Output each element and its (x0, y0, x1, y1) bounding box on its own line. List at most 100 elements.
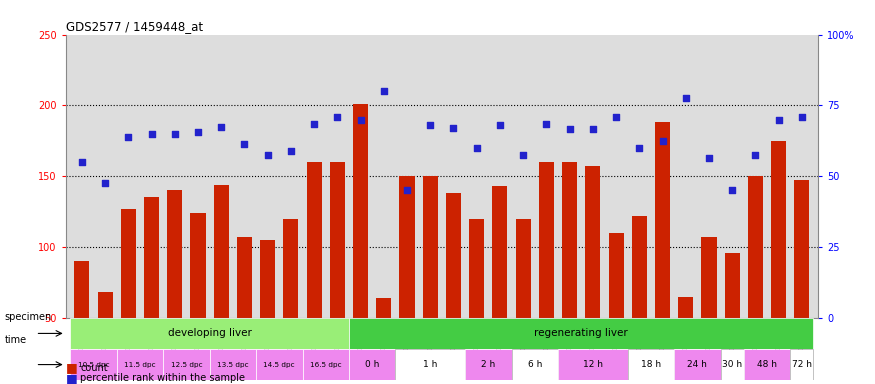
Text: 16.5 dpc: 16.5 dpc (310, 362, 341, 367)
Point (331, 114, 345, 120)
Bar (376, 298, 391, 318)
Point (377, 88, 391, 94)
Bar (144, 197, 159, 318)
Bar (70, 318, 349, 349)
Text: 24 h: 24 h (688, 360, 707, 369)
Point (446, 125, 460, 131)
Text: 18 h: 18 h (640, 360, 661, 369)
Text: 11.5 dpc: 11.5 dpc (124, 362, 156, 367)
Bar (469, 219, 484, 318)
Bar (627, 349, 674, 380)
Point (493, 122, 507, 128)
Bar (771, 141, 787, 318)
Point (470, 145, 484, 151)
Bar (724, 253, 739, 318)
Point (748, 152, 762, 158)
Bar (163, 349, 210, 380)
Point (586, 126, 600, 132)
Bar (210, 349, 256, 380)
Text: time: time (4, 335, 26, 345)
Text: 48 h: 48 h (757, 360, 777, 369)
Text: 12 h: 12 h (583, 360, 603, 369)
Bar (116, 349, 163, 380)
Bar (585, 166, 600, 318)
Point (307, 121, 321, 127)
Bar (721, 349, 744, 380)
Bar (330, 162, 345, 318)
Bar (349, 318, 814, 349)
Bar (702, 237, 717, 318)
Point (214, 124, 228, 130)
Text: 72 h: 72 h (792, 360, 812, 369)
Point (354, 116, 367, 122)
Point (702, 155, 716, 161)
Bar (748, 176, 763, 318)
Point (772, 116, 786, 122)
Point (633, 145, 647, 151)
Point (168, 131, 182, 137)
Point (679, 95, 693, 101)
Bar (396, 349, 466, 380)
Bar (493, 186, 507, 318)
Bar (423, 176, 438, 318)
Text: 2 h: 2 h (481, 360, 495, 369)
Bar (608, 233, 624, 318)
Point (98, 180, 112, 186)
Text: percentile rank within the sample: percentile rank within the sample (80, 373, 246, 383)
Text: GDS2577 / 1459448_at: GDS2577 / 1459448_at (66, 20, 203, 33)
Bar (655, 122, 670, 318)
Bar (632, 216, 647, 318)
Point (725, 187, 739, 194)
Bar (794, 180, 809, 318)
Bar (400, 176, 415, 318)
Text: 10.5 dpc: 10.5 dpc (78, 362, 109, 367)
Bar (74, 261, 89, 318)
Text: specimen: specimen (4, 312, 52, 322)
Bar (446, 193, 461, 318)
Point (424, 122, 438, 128)
Bar (97, 292, 113, 318)
Text: count: count (80, 363, 108, 373)
Bar (237, 237, 252, 318)
Text: regenerating liver: regenerating liver (535, 328, 628, 338)
Bar (121, 209, 136, 318)
Text: 13.5 dpc: 13.5 dpc (217, 362, 248, 367)
Bar (306, 162, 322, 318)
Bar (790, 349, 814, 380)
Text: 1 h: 1 h (424, 360, 438, 369)
Text: 30 h: 30 h (722, 360, 742, 369)
Bar (558, 349, 627, 380)
Text: ■: ■ (66, 372, 77, 384)
Bar (515, 219, 531, 318)
Bar (562, 162, 578, 318)
Bar (349, 349, 396, 380)
Point (237, 141, 251, 147)
Bar (512, 349, 558, 380)
Text: 12.5 dpc: 12.5 dpc (171, 362, 202, 367)
Bar (70, 349, 116, 380)
Text: developing liver: developing liver (168, 328, 251, 338)
Text: 6 h: 6 h (528, 360, 542, 369)
Bar (539, 162, 554, 318)
Bar (167, 190, 182, 318)
Point (75, 159, 89, 165)
Bar (303, 349, 349, 380)
Point (563, 126, 577, 132)
Bar (744, 349, 790, 380)
Point (122, 134, 136, 140)
Point (516, 152, 530, 158)
Bar (674, 349, 721, 380)
Text: 0 h: 0 h (365, 360, 380, 369)
Bar (256, 349, 303, 380)
Point (400, 187, 414, 194)
Point (794, 114, 808, 120)
Point (284, 147, 298, 154)
Point (539, 121, 553, 127)
Point (609, 114, 623, 120)
Bar (284, 219, 298, 318)
Bar (466, 349, 512, 380)
Bar (260, 240, 276, 318)
Point (655, 138, 669, 144)
Bar (214, 185, 228, 318)
Point (144, 131, 158, 137)
